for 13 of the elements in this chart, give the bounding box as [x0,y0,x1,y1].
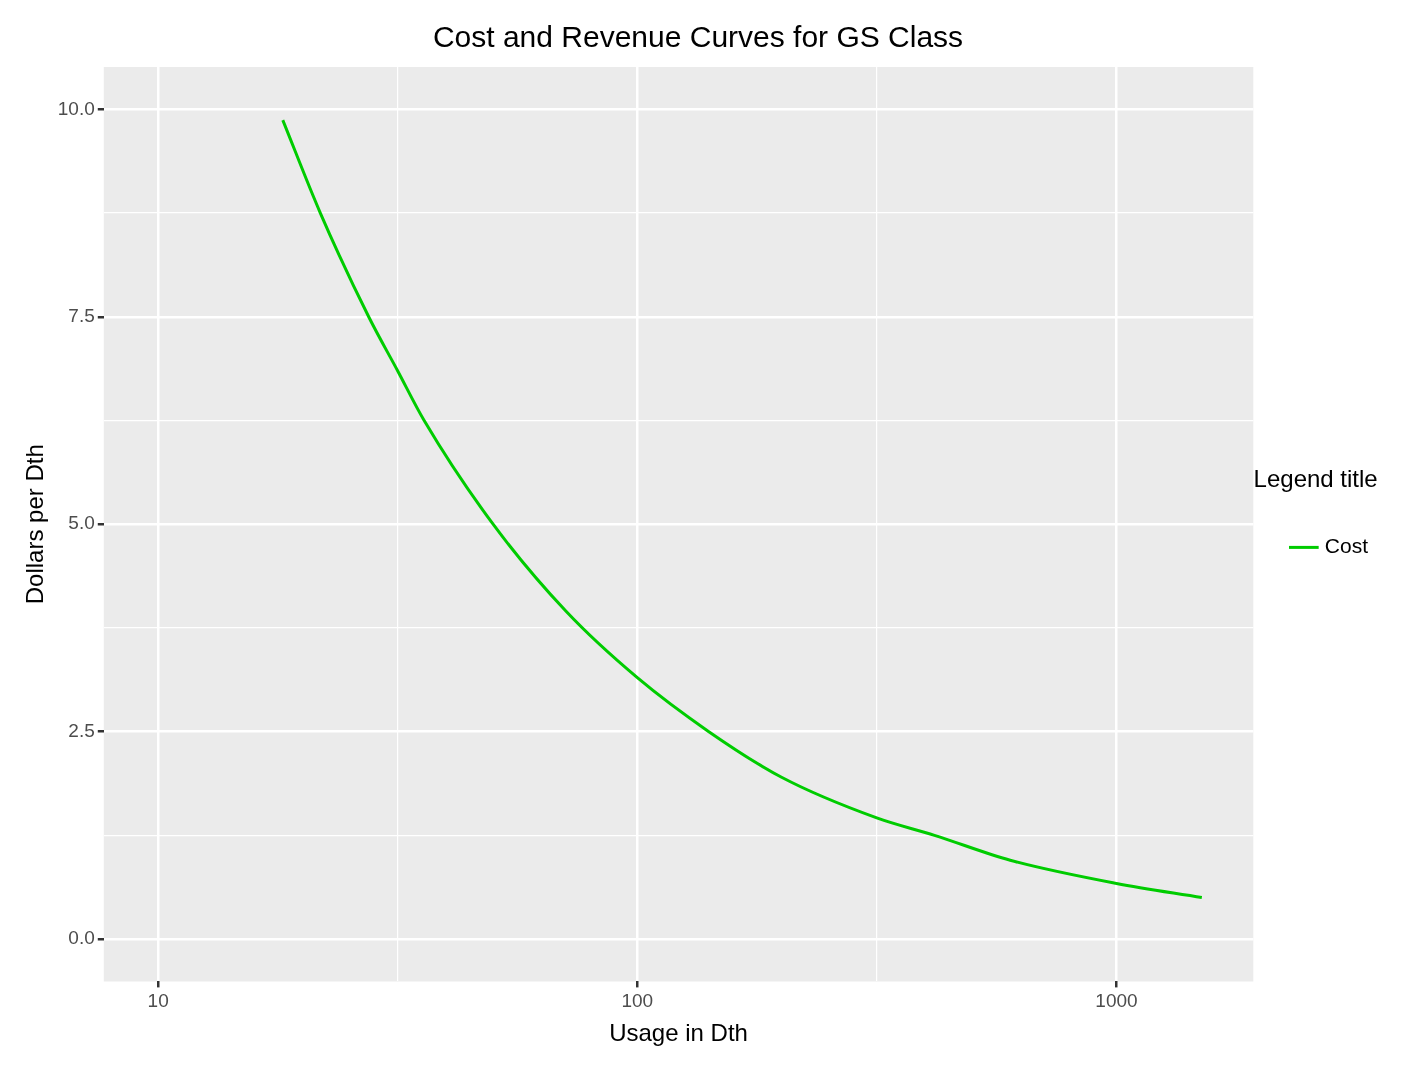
y-tick-label: 5.0 [68,512,95,534]
y-tick-label: 2.5 [68,719,95,741]
y-axis-title: Dollars per Dth [21,444,49,605]
x-axis-title: Usage in Dth [609,1019,748,1047]
x-tick-label: 100 [621,990,654,1012]
y-tick-label: 7.5 [68,304,95,326]
legend-label: Cost [1324,534,1369,558]
legend-title: Legend title [1253,464,1378,492]
x-tick-label: 1000 [1095,990,1138,1012]
y-tick-label: 0.0 [68,927,95,949]
chart-title: Cost and Revenue Curves for GS Class [432,20,964,54]
y-tick-label: 10.0 [57,97,95,119]
x-tick-label: 10 [147,990,169,1012]
